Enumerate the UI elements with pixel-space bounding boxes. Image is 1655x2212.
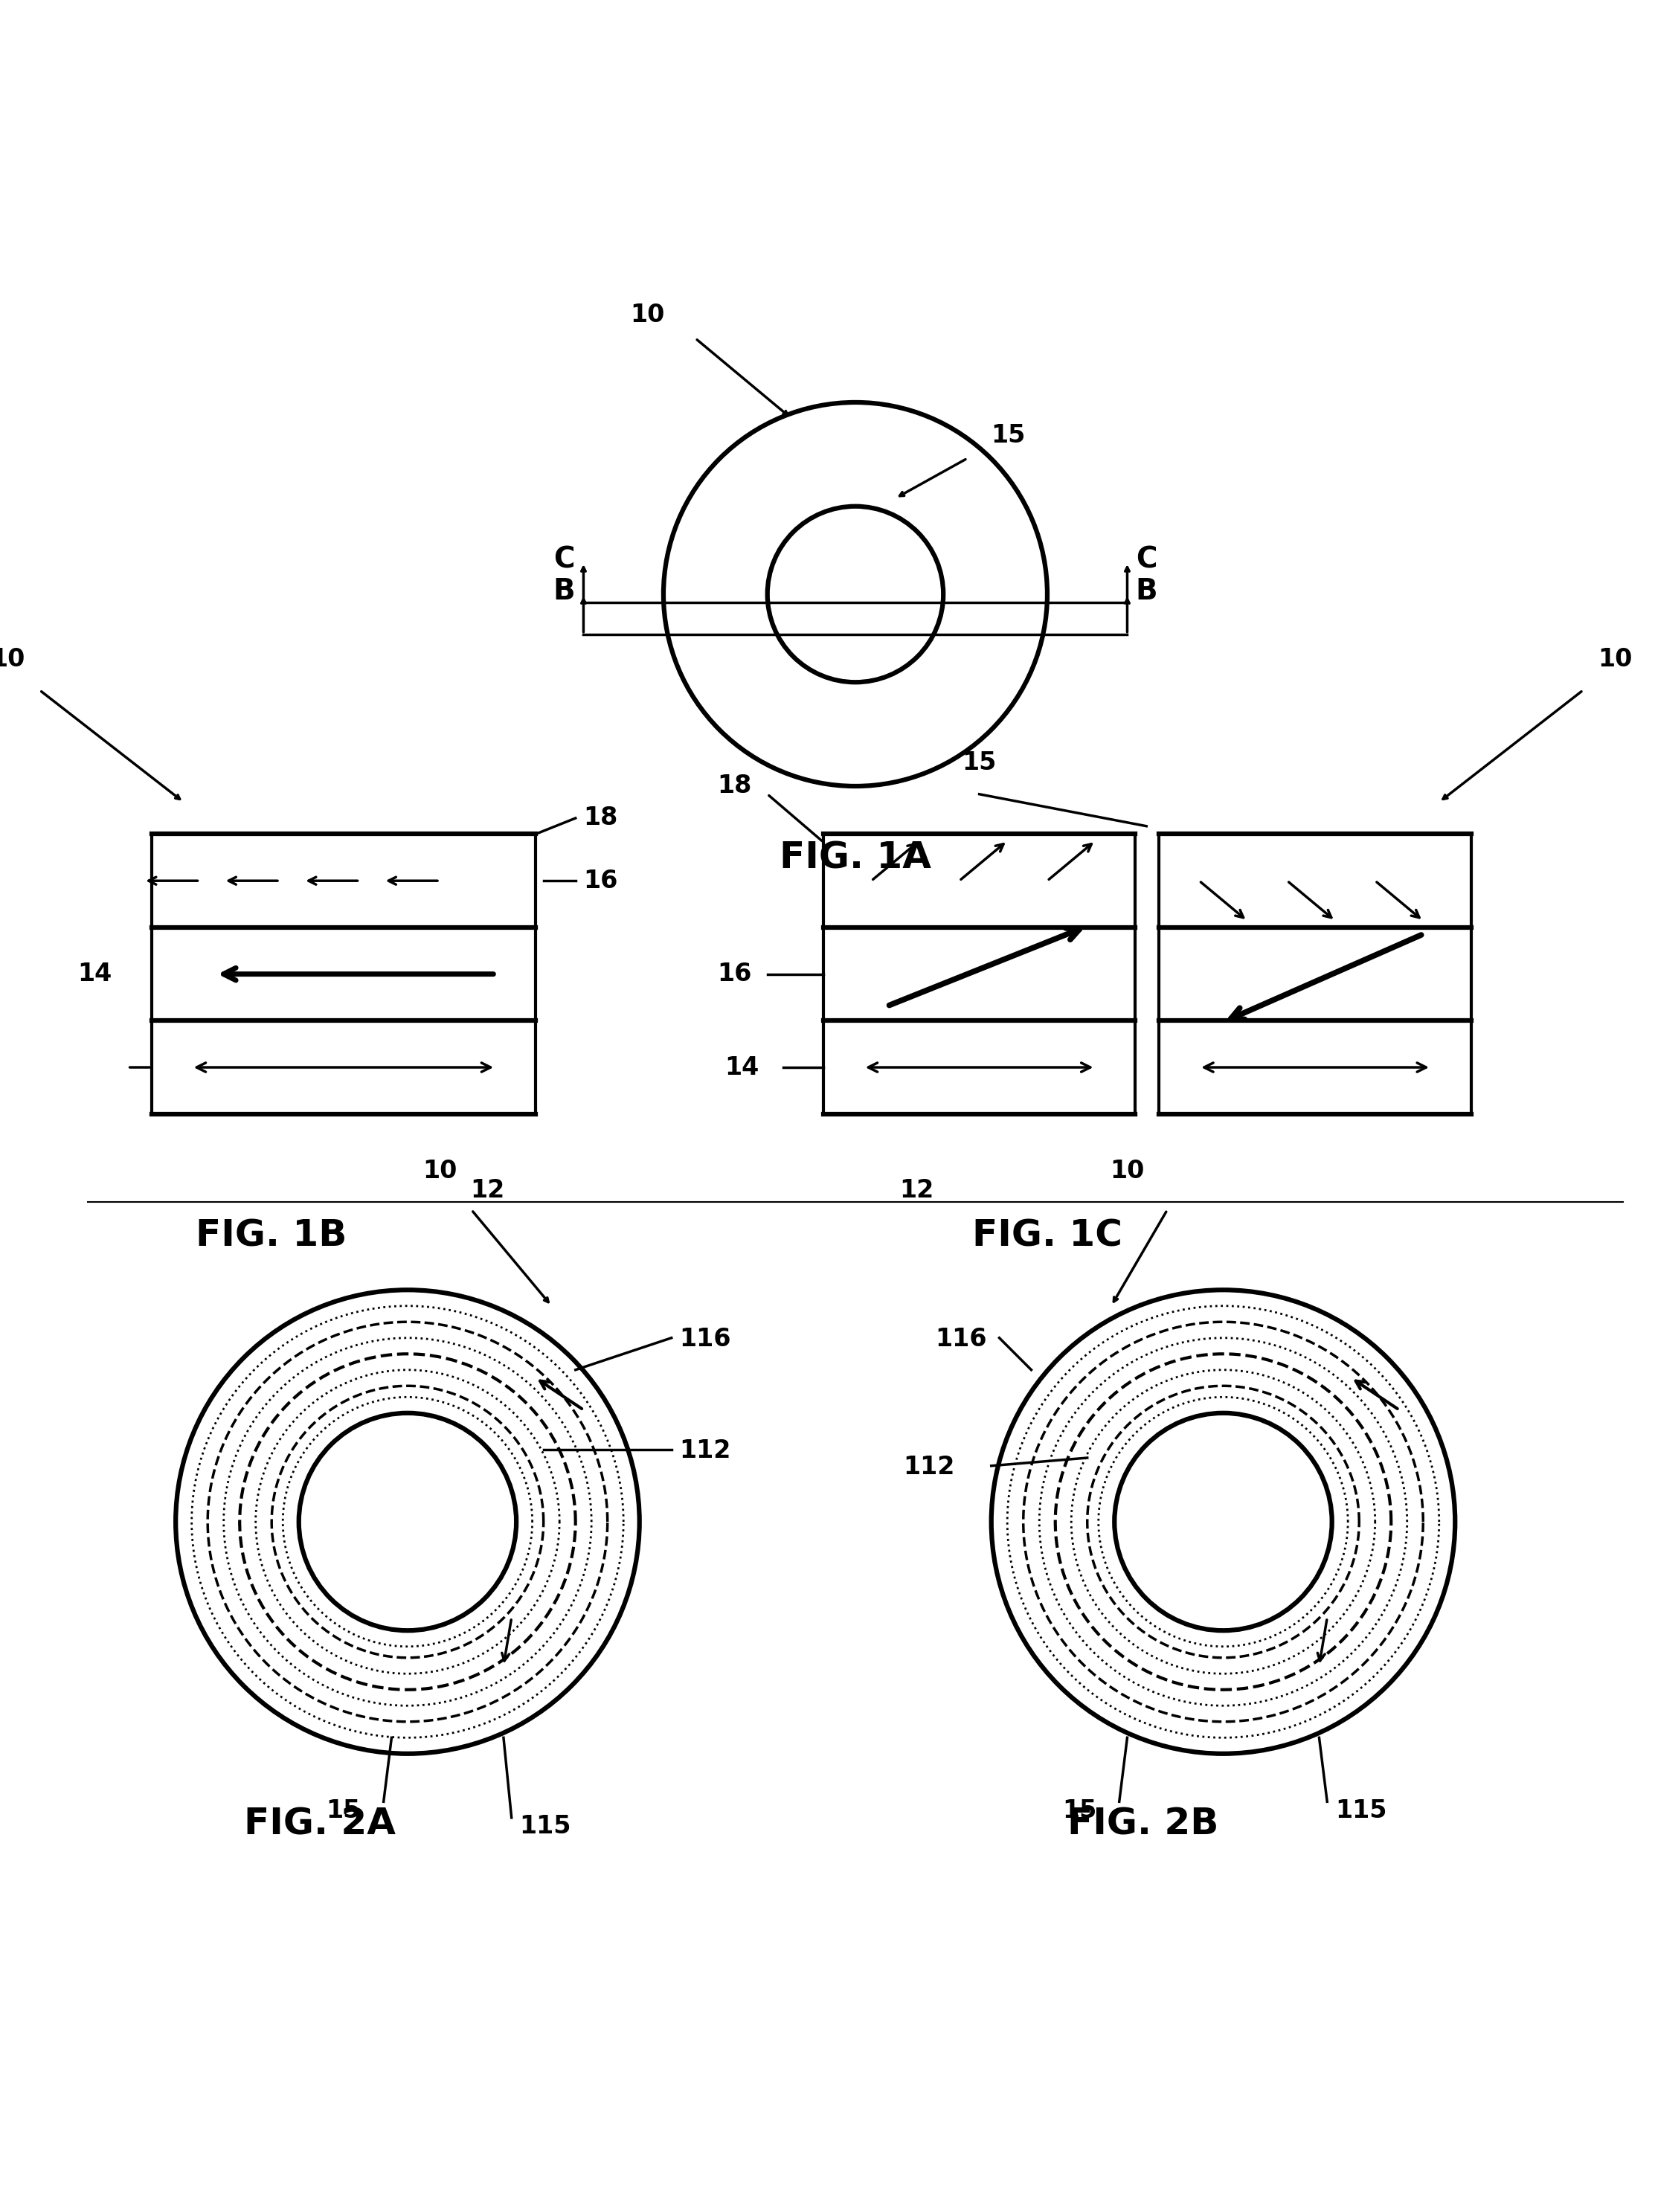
Text: 14: 14 [78, 962, 111, 987]
Text: 15: 15 [1063, 1798, 1097, 1823]
Text: FIG. 1A: FIG. 1A [780, 841, 932, 876]
Text: 12: 12 [900, 1179, 933, 1203]
Text: B: B [553, 577, 576, 606]
Text: 10: 10 [422, 1159, 457, 1183]
Text: 10: 10 [0, 646, 25, 672]
Text: FIG. 1B: FIG. 1B [195, 1219, 348, 1254]
Bar [152, 927, 536, 1020]
Bar [824, 834, 1135, 1115]
Text: C: C [1135, 544, 1157, 573]
Text: 10: 10 [1111, 1159, 1145, 1183]
Text: 116: 116 [680, 1327, 732, 1352]
Text: FIG. 2B: FIG. 2B [1067, 1805, 1218, 1843]
Text: 10: 10 [631, 303, 665, 327]
Bar [1158, 834, 1471, 1115]
Text: 112: 112 [904, 1455, 955, 1480]
Text: 15: 15 [326, 1798, 361, 1823]
Text: C: C [554, 544, 574, 573]
Text: 112: 112 [680, 1438, 732, 1462]
Text: 10: 10 [1597, 646, 1632, 672]
Text: 18: 18 [584, 805, 617, 830]
Text: 115: 115 [1336, 1798, 1387, 1823]
Text: 115: 115 [520, 1814, 571, 1838]
Text: 116: 116 [935, 1327, 986, 1352]
Bar [152, 1020, 536, 1115]
Text: 12: 12 [470, 1179, 505, 1203]
Bar [152, 834, 536, 927]
Text: 18: 18 [717, 774, 751, 799]
Text: FIG. 2A: FIG. 2A [243, 1805, 396, 1843]
Text: 16: 16 [584, 869, 617, 894]
Text: 14: 14 [725, 1055, 760, 1079]
Text: 15: 15 [991, 422, 1026, 447]
Text: 16: 16 [717, 962, 751, 987]
Text: B: B [1135, 577, 1157, 606]
Text: FIG. 1C: FIG. 1C [971, 1219, 1122, 1254]
Text: 15: 15 [962, 750, 996, 776]
